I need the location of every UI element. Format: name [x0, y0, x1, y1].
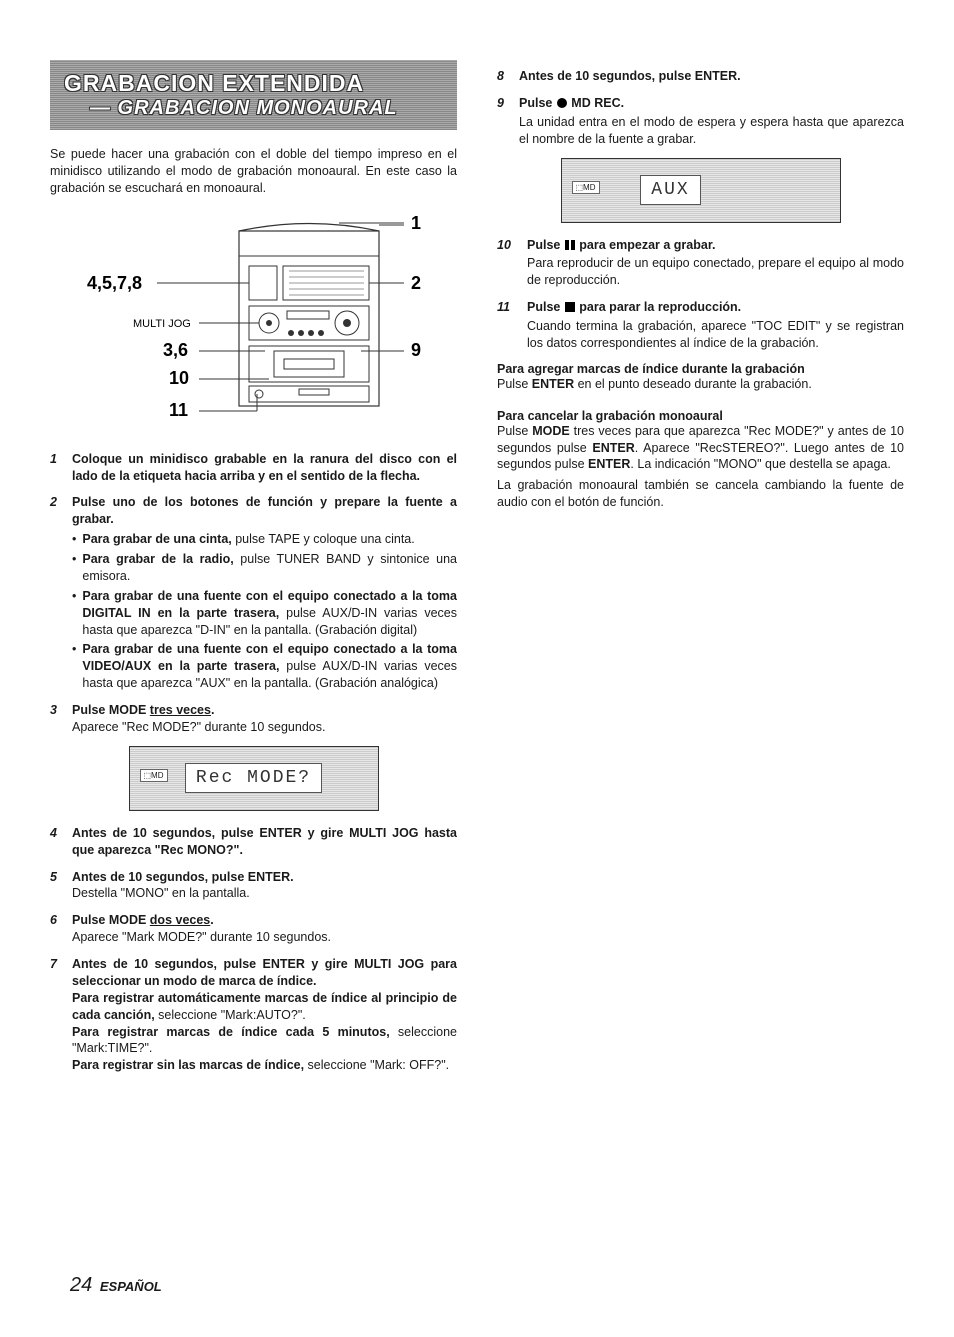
step-6: 6 Pulse MODE dos veces. Aparece "Mark MO…	[50, 912, 457, 946]
step-10: 10 Pulse para empezar a grabar. Para rep…	[497, 237, 904, 290]
step-heading: Pulse MD REC.	[519, 95, 904, 114]
bullet-item: •Para grabar de una fuente con el equipo…	[72, 588, 457, 639]
lcd-md-badge: ⬚MD	[140, 769, 168, 782]
step-1: 1 Coloque un minidisco grabable en la ra…	[50, 451, 457, 485]
step-heading: Antes de 10 segundos, pulse ENTER y gire…	[72, 825, 457, 859]
step-number: 10	[497, 237, 519, 256]
step-heading: Pulse para empezar a grabar.	[527, 237, 904, 256]
callout-1: 1	[411, 213, 421, 233]
note-body: Pulse MODE tres veces para que aparezca …	[497, 423, 904, 474]
note-heading: Para agregar marcas de índice durante la…	[497, 362, 904, 376]
stop-icon	[564, 301, 576, 318]
step-8: 8 Antes de 10 segundos, pulse ENTER.	[497, 68, 904, 85]
step-number: 1	[50, 451, 64, 485]
page-number: 24	[70, 1274, 92, 1296]
bullet-item: •Para grabar de una cinta, pulse TAPE y …	[72, 531, 457, 548]
title-line-1: GRABACION EXTENDIDA	[64, 70, 443, 97]
step-sub: Para registrar marcas de índice cada 5 m…	[72, 1024, 457, 1058]
callout-9: 9	[411, 340, 421, 360]
step-body: Cuando termina la grabación, aparece "TO…	[527, 318, 904, 352]
page-footer: 24 ESPAÑOL	[70, 1274, 162, 1297]
step-number: 9	[497, 95, 511, 114]
pause-icon	[564, 239, 576, 256]
lcd-display-aux: ⬚MD AUX	[561, 158, 841, 223]
step-body: Destella "MONO" en la pantalla.	[72, 885, 457, 902]
step-body: Para reproducir de un equipo conectado, …	[527, 255, 904, 289]
record-icon	[556, 97, 568, 114]
step-number: 3	[50, 702, 64, 719]
lcd-text: Rec MODE?	[185, 763, 322, 793]
intro-paragraph: Se puede hacer una grabación con el dobl…	[50, 146, 457, 197]
note-body-extra: La grabación monoaural también se cancel…	[497, 477, 904, 511]
step-9: 9 Pulse MD REC. La unidad entra en el mo…	[497, 95, 904, 148]
step-5: 5 Antes de 10 segundos, pulse ENTER. Des…	[50, 869, 457, 903]
note-heading: Para cancelar la grabación monoaural	[497, 409, 904, 423]
step-7: 7 Antes de 10 segundos, pulse ENTER y gi…	[50, 956, 457, 1074]
lcd-text: AUX	[640, 175, 700, 205]
step-body: La unidad entra en el modo de espera y e…	[519, 114, 904, 148]
step-number: 2	[50, 494, 64, 528]
step-sub: Para registrar sin las marcas de índice,…	[72, 1057, 457, 1074]
lcd-display-rec-mode: ⬚MD Rec MODE?	[129, 746, 379, 811]
step-heading: Pulse para parar la reproducción.	[527, 299, 904, 318]
step-body: Aparece "Mark MODE?" durante 10 segundos…	[72, 929, 457, 946]
callout-11: 11	[169, 400, 188, 420]
callout-4578: 4,5,7,8	[87, 273, 142, 293]
step-3: 3 Pulse MODE tres veces. Aparece "Rec MO…	[50, 702, 457, 736]
step-11: 11 Pulse para parar la reproducción. Cua…	[497, 299, 904, 352]
step-heading: Pulse MODE tres veces.	[72, 702, 457, 719]
step-number: 8	[497, 68, 511, 85]
right-column: 8 Antes de 10 segundos, pulse ENTER. 9 P…	[497, 60, 904, 1084]
step-number: 11	[497, 299, 519, 318]
step-number: 4	[50, 825, 64, 859]
step-heading: Antes de 10 segundos, pulse ENTER y gire…	[72, 956, 457, 990]
step-heading: Pulse MODE dos veces.	[72, 912, 457, 929]
manual-page: GRABACION EXTENDIDA — GRABACION MONOAURA…	[50, 60, 904, 1084]
step-number: 6	[50, 912, 64, 929]
bullet-item: •Para grabar de la radio, pulse TUNER BA…	[72, 551, 457, 585]
callout-2: 2	[411, 273, 421, 293]
title-line-2: — GRABACION MONOAURAL	[64, 97, 443, 120]
step-heading: Coloque un minidisco grabable en la ranu…	[72, 451, 457, 485]
bullet-item: •Para grabar de una fuente con el equipo…	[72, 641, 457, 692]
left-column: GRABACION EXTENDIDA — GRABACION MONOAURA…	[50, 60, 457, 1084]
step-number: 7	[50, 956, 64, 990]
callout-36: 3,6	[163, 340, 188, 360]
step-body: Aparece "Rec MODE?" durante 10 segundos.	[72, 719, 457, 736]
step-number: 5	[50, 869, 64, 886]
step-2: 2 Pulse uno de los botones de función y …	[50, 494, 457, 692]
lcd-md-badge: ⬚MD	[572, 181, 600, 194]
callout-10: 10	[169, 368, 189, 388]
step-heading: Antes de 10 segundos, pulse ENTER.	[72, 869, 457, 886]
step-sub: Para registrar automáticamente marcas de…	[72, 990, 457, 1024]
page-language: ESPAÑOL	[100, 1279, 162, 1294]
device-diagram: 1 2 4,5,7,8 MULTI JOG 3,6 9 10 11	[69, 211, 439, 431]
step-4: 4 Antes de 10 segundos, pulse ENTER y gi…	[50, 825, 457, 859]
step-heading: Pulse uno de los botones de función y pr…	[72, 494, 457, 528]
step-heading: Antes de 10 segundos, pulse ENTER.	[519, 68, 904, 85]
section-title-banner: GRABACION EXTENDIDA — GRABACION MONOAURA…	[50, 60, 457, 130]
callout-multijog: MULTI JOG	[133, 318, 191, 330]
note-body: Pulse ENTER en el punto deseado durante …	[497, 376, 904, 393]
